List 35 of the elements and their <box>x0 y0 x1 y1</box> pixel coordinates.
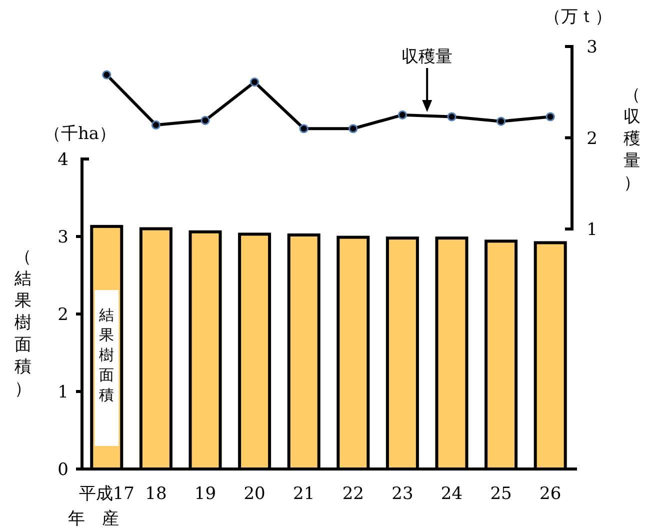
x-tick-label: 22 <box>342 484 364 504</box>
point <box>250 78 260 87</box>
x-tick-label: 19 <box>194 484 216 504</box>
series-label: 結果樹面積 <box>98 306 114 404</box>
y-tick-label: 4 <box>58 150 68 170</box>
x-tick-label: 25 <box>490 484 512 504</box>
point <box>546 112 555 122</box>
y-tick-label: 1 <box>58 382 68 402</box>
point <box>200 116 210 125</box>
y-tick-label: 2 <box>58 305 68 325</box>
y-axis-title: （結果樹面積） <box>14 247 32 399</box>
text: 収穫量 <box>402 47 453 67</box>
x-tick-label: 23 <box>392 484 414 504</box>
point <box>398 110 407 120</box>
point <box>496 116 506 126</box>
x-tick-label: 26 <box>540 484 562 504</box>
point <box>348 124 358 134</box>
y-tick-label: 2 <box>586 128 598 149</box>
x-tick-label: 21 <box>293 484 315 504</box>
y-tick-label: 3 <box>586 38 598 58</box>
x-tick-label: 20 <box>244 484 266 504</box>
text: 年 産 <box>68 509 119 529</box>
x-tick-label: 24 <box>440 484 463 504</box>
y-tick-label: 0 <box>58 460 68 480</box>
point <box>299 124 308 134</box>
y-tick-label: 1 <box>586 220 598 240</box>
x-tick-label: 平成17 <box>78 484 134 504</box>
y-axis-title: （収穫量） <box>624 85 640 193</box>
point <box>447 112 456 122</box>
annotation: （千ha） <box>44 124 116 144</box>
text: （万ｔ） <box>544 7 612 27</box>
x-tick-label: 18 <box>145 484 167 504</box>
point <box>151 120 160 130</box>
y-tick-label: 3 <box>58 228 68 248</box>
point <box>102 70 112 80</box>
